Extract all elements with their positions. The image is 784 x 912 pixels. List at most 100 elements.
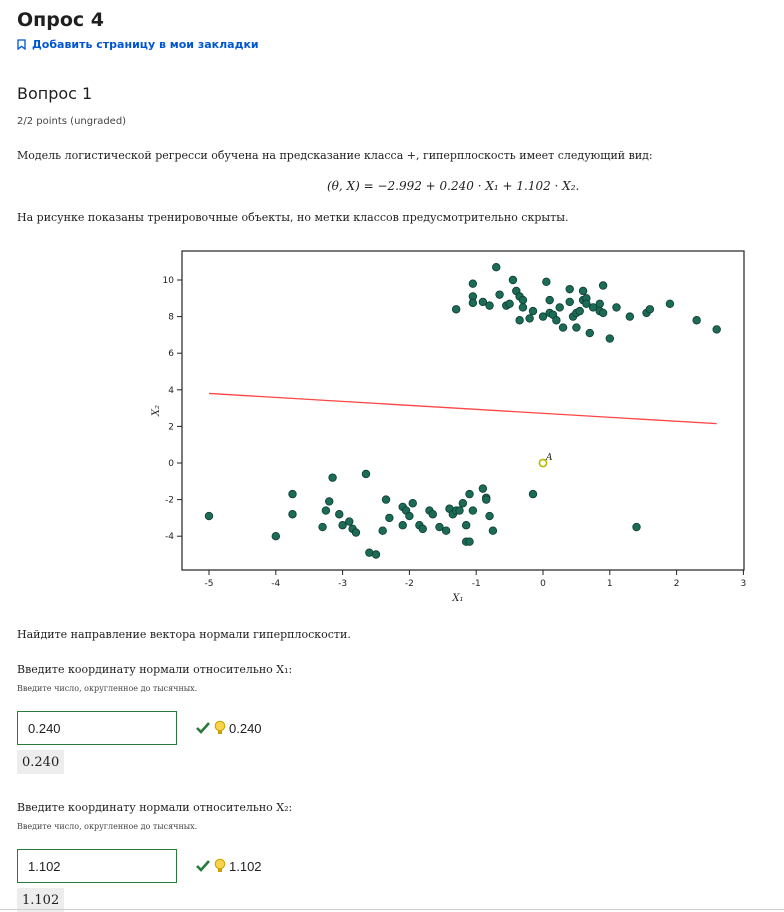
lightbulb-icon: [214, 720, 226, 734]
x-tick-label: -3: [338, 579, 347, 589]
y-tick-label: -2: [165, 496, 174, 506]
data-point: [492, 262, 501, 272]
data-point: [345, 517, 354, 526]
data-point: [385, 513, 394, 523]
x2-label: Введите координату нормали относительно …: [17, 801, 293, 814]
data-point: [552, 316, 561, 325]
data-point: [351, 528, 361, 537]
data-point: [468, 279, 478, 288]
data-point: [598, 308, 608, 318]
data-point: [542, 277, 551, 287]
data-point: [505, 299, 514, 308]
data-point: [712, 325, 721, 334]
data-point: [338, 521, 347, 530]
data-point: [361, 469, 371, 479]
data-point: [572, 323, 581, 332]
x1-hint: Введите число, округленное до тысячных.: [17, 684, 198, 693]
x1-preview: 0.240: [17, 750, 65, 774]
data-point: [605, 334, 614, 343]
y-tick-label: 8: [168, 313, 174, 323]
data-point: [555, 303, 564, 312]
x2-hint: Введите число, округленное до тысячных.: [17, 822, 198, 831]
data-point: [478, 484, 488, 493]
data-point: [645, 305, 655, 314]
x1-feedback: 0.240: [195, 720, 262, 736]
data-point: [525, 314, 534, 323]
checkmark-icon: [196, 722, 210, 734]
data-point: [518, 303, 528, 312]
data-point: [428, 510, 437, 519]
data-point: [271, 532, 280, 541]
x-tick-label: 1: [607, 579, 613, 589]
data-point: [451, 305, 461, 314]
data-point: [441, 526, 451, 535]
task-text: Найдите направление вектора нормали гипе…: [17, 628, 351, 641]
data-point: [381, 495, 391, 504]
y-tick-label: 0: [168, 459, 174, 469]
x-tick-label: -2: [405, 579, 414, 589]
quiz-title: Опрос 4: [17, 9, 105, 31]
data-point: [595, 299, 604, 308]
data-point: [418, 524, 427, 534]
bookmark-link[interactable]: Добавить страницу в мои закладки: [17, 38, 259, 51]
data-point: [585, 328, 594, 338]
data-point: [575, 306, 584, 316]
data-point: [588, 303, 598, 312]
x-tick-label: 2: [674, 579, 680, 589]
x2-input[interactable]: [17, 849, 177, 883]
y-axis-label: X₂: [151, 405, 162, 417]
data-point: [468, 298, 478, 308]
y-tick-label: -4: [165, 532, 174, 542]
data-point: [565, 284, 574, 294]
data-point: [465, 489, 474, 499]
x1-label: Введите координату нормали относительно …: [17, 663, 293, 676]
question-intro: Модель логистической регресси обучена на…: [17, 149, 653, 162]
data-point: [288, 489, 297, 499]
data-point: [328, 473, 337, 482]
x1-input[interactable]: [17, 711, 177, 745]
x-tick-label: -4: [271, 579, 280, 589]
data-point: [435, 522, 444, 532]
decision-boundary-line: [208, 392, 717, 425]
point-a-label: A: [545, 453, 553, 463]
data-point: [478, 297, 488, 307]
x-tick-label: -1: [472, 579, 481, 589]
data-point: [408, 499, 417, 508]
y-tick-label: 10: [163, 276, 175, 286]
x-tick-label: 3: [741, 579, 747, 589]
data-point: [578, 286, 588, 296]
data-point: [458, 499, 468, 508]
data-point: [204, 511, 214, 521]
data-point: [455, 506, 464, 515]
data-point: [461, 521, 471, 530]
data-point: [545, 295, 554, 305]
data-point: [598, 281, 608, 290]
data-point: [468, 506, 478, 515]
data-point: [465, 537, 474, 546]
hyperplane-formula: (θ, X) = −2.992 + 0.240 · X₁ + 1.102 · X…: [327, 179, 580, 193]
data-point: [515, 316, 524, 325]
data-point: [321, 506, 331, 515]
data-point: [538, 312, 548, 321]
question-title: Вопрос 1: [17, 84, 93, 103]
data-point: [508, 275, 518, 285]
checkmark-icon: [196, 860, 210, 872]
y-tick-label: 6: [168, 349, 174, 359]
data-point: [398, 521, 407, 530]
x2-preview: 1.102: [17, 888, 65, 912]
bookmark-icon: [17, 39, 26, 50]
x1-answer: 0.240: [229, 720, 262, 736]
data-point: [488, 526, 498, 535]
data-point: [378, 526, 387, 535]
data-point: [565, 297, 574, 307]
plot-frame: [181, 250, 745, 571]
data-point: [405, 511, 414, 521]
y-tick-label: 4: [168, 386, 174, 396]
data-point: [582, 299, 591, 308]
data-point: [495, 290, 504, 299]
x2-answer: 1.102: [229, 858, 262, 874]
lightbulb-icon: [214, 858, 226, 872]
x-tick-label: -5: [205, 579, 214, 589]
data-point: [485, 511, 494, 521]
x-tick-label: 0: [540, 579, 546, 589]
